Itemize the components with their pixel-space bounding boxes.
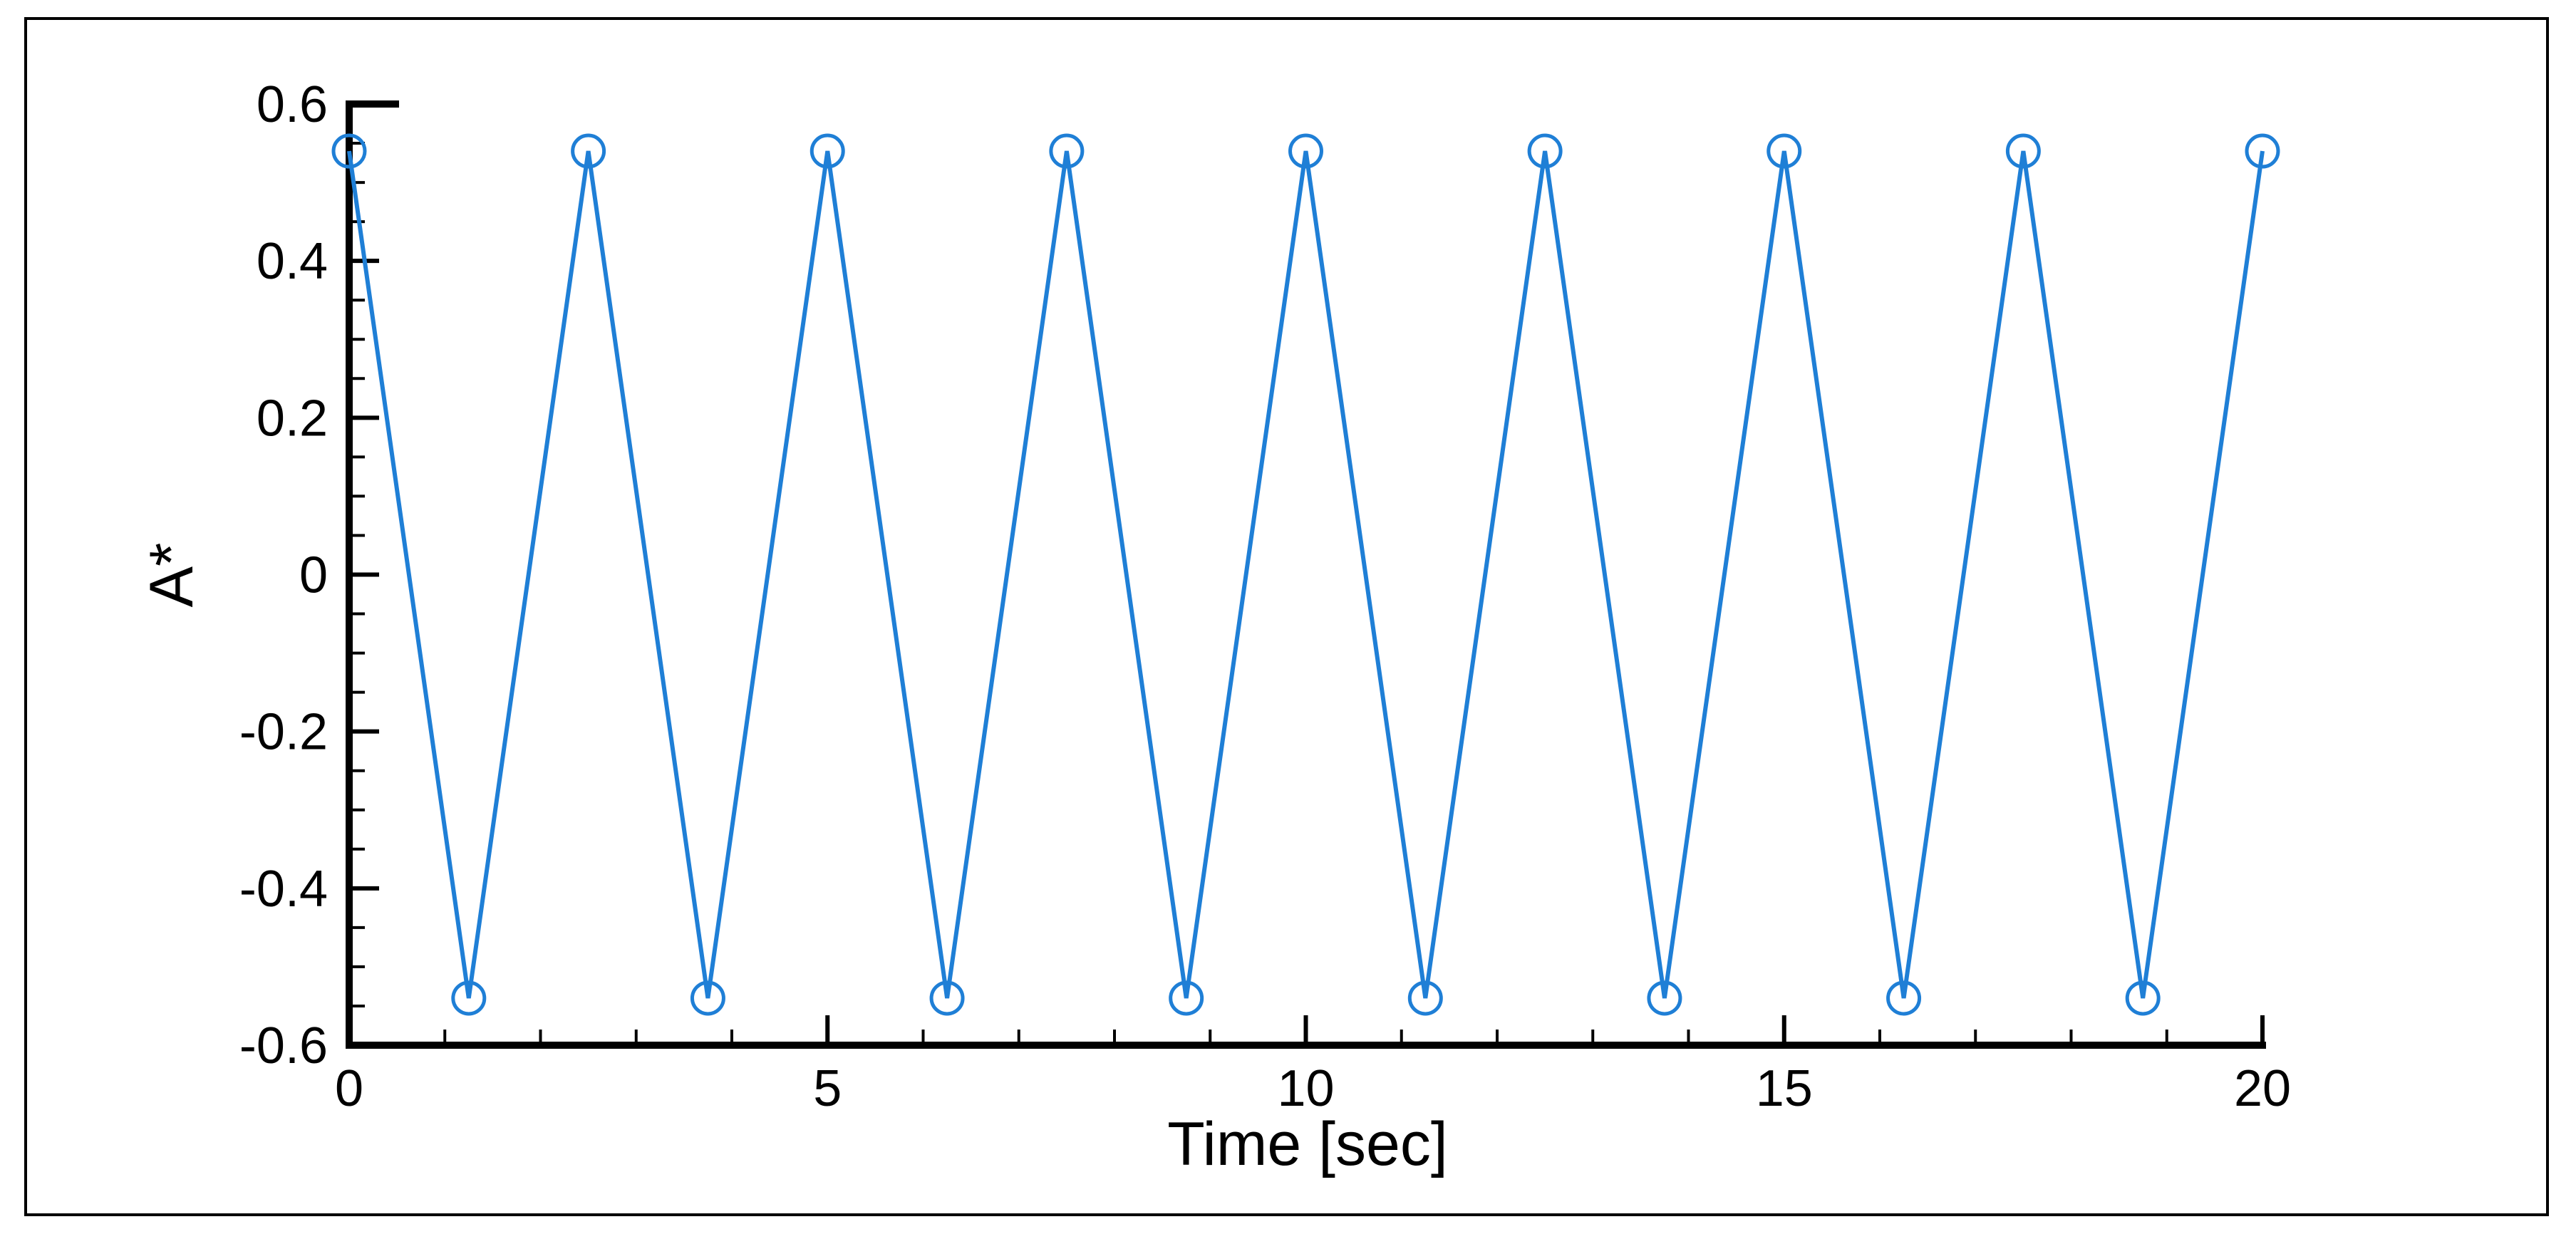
series-line (347, 150, 2265, 999)
data-point (1767, 133, 1802, 169)
data-point (2125, 980, 2161, 1016)
data-point (1169, 980, 1204, 1016)
y-tick-label: -0.4 (239, 861, 328, 918)
y-tick-label: -0.6 (239, 1017, 328, 1074)
data-point (1288, 133, 1323, 169)
data-point (2005, 133, 2041, 169)
data-point (571, 133, 606, 169)
x-tick-label: 5 (813, 1060, 842, 1117)
y-tick-label: 0.4 (257, 233, 328, 290)
x-axis-title: Time [sec] (1167, 1110, 1447, 1178)
axis-titles: Time [sec] A* (138, 543, 1448, 1178)
data-point (2245, 133, 2280, 169)
x-tick-label: 20 (2234, 1060, 2291, 1117)
data-point (331, 133, 367, 169)
data-point (1647, 980, 1682, 1016)
data-point (1407, 980, 1443, 1016)
data-point (1527, 133, 1563, 169)
series (331, 133, 2280, 1016)
data-point (809, 133, 845, 169)
y-tick-label: 0.2 (257, 390, 328, 447)
tick-labels: -0.6 -0.4 -0.2 0 0.2 0.4 0.6 0 5 10 15 20 (239, 76, 2291, 1117)
data-point (451, 980, 487, 1016)
data-point (1886, 980, 1922, 1016)
y-tick-label: -0.2 (239, 704, 328, 761)
x-tick-label: 10 (1277, 1060, 1334, 1117)
data-point (1049, 133, 1085, 169)
y-tick-label: 0.6 (257, 76, 328, 133)
y-axis-title: A* (138, 543, 206, 608)
data-point (929, 980, 965, 1016)
y-tick-label: 0 (299, 547, 328, 604)
figure-frame (24, 17, 2549, 1216)
x-tick-label: 15 (1756, 1060, 1813, 1117)
ticks (347, 102, 2265, 1047)
data-point (690, 980, 725, 1016)
x-tick-label: 0 (335, 1060, 363, 1117)
axes (346, 100, 2266, 1049)
